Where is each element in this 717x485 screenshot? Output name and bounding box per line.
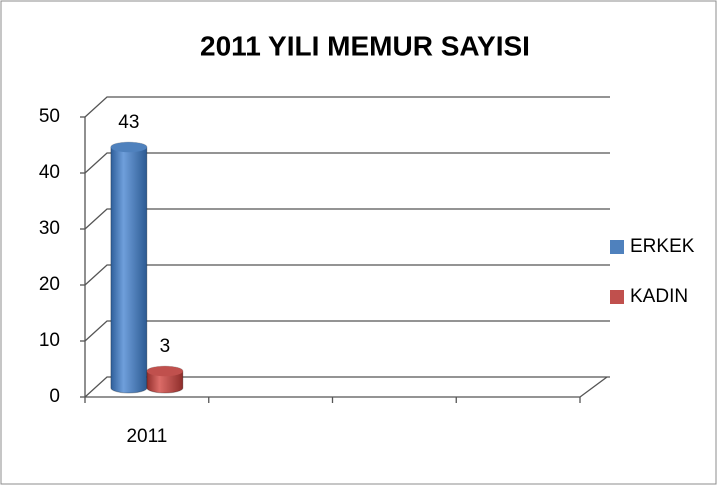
grid-line (84, 376, 610, 398)
y-tick-label: 10 (39, 330, 60, 351)
grid-line (84, 152, 610, 174)
y-tick-label: 50 (39, 106, 60, 127)
y-tick-label: 30 (39, 218, 60, 239)
bar-top (110, 142, 147, 153)
y-tick-label: 40 (39, 162, 60, 183)
legend-swatch (610, 290, 624, 304)
grid-line (84, 208, 610, 230)
grid-line (84, 264, 610, 286)
data-label: 3 (160, 336, 171, 357)
data-label: 43 (118, 112, 139, 133)
x-tick-label: 2011 (126, 426, 167, 447)
grid-line (84, 320, 610, 342)
legend-label: KADIN (630, 286, 688, 307)
y-tick-label: 0 (49, 386, 60, 407)
legend-swatch (610, 240, 624, 254)
y-tick-label: 20 (39, 274, 60, 295)
bar (110, 141, 148, 394)
bar-top (146, 366, 183, 377)
legend-label: ERKEK (630, 236, 695, 257)
grid-line (84, 96, 610, 118)
chart-title: 2011 YILI MEMUR SAYISI (200, 30, 530, 61)
